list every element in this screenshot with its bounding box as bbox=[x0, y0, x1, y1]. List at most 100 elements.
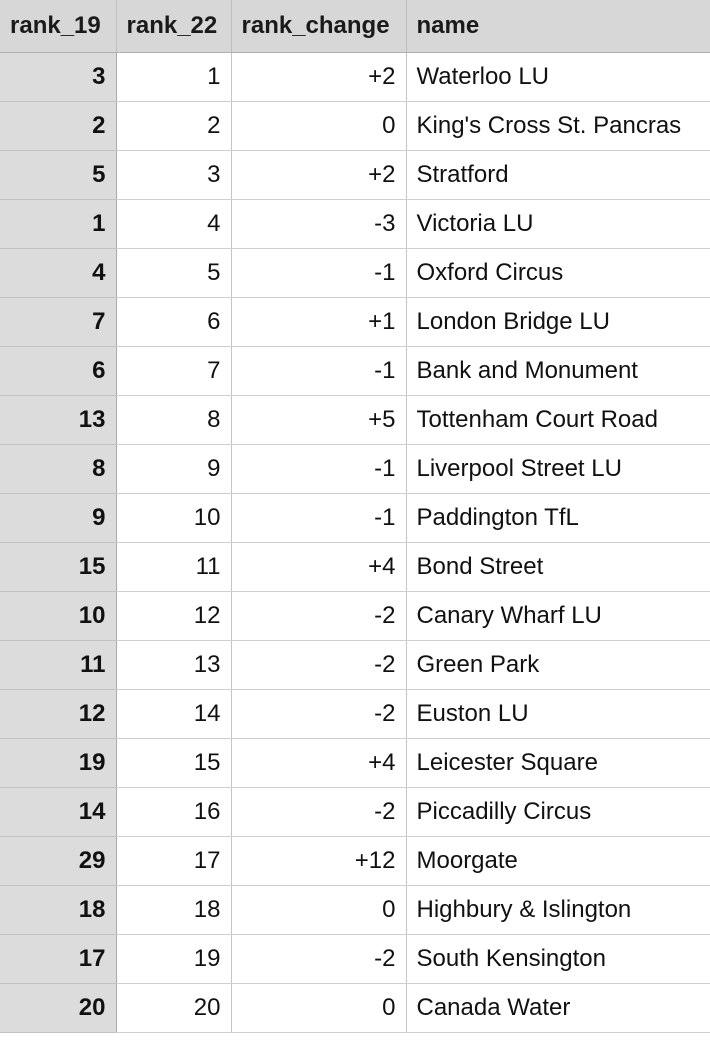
cell-rank-19[interactable]: 3 bbox=[0, 52, 117, 102]
cell-rank-19[interactable]: 15 bbox=[0, 542, 117, 592]
cell-rank-22[interactable]: 5 bbox=[116, 248, 232, 298]
table-row: 15 11 +4 Bond Street bbox=[0, 542, 710, 592]
cell-name[interactable]: Highbury & Islington bbox=[406, 885, 710, 935]
table-row: 8 9 -1 Liverpool Street LU bbox=[0, 444, 710, 494]
cell-name[interactable]: Stratford bbox=[406, 150, 710, 200]
cell-rank-19[interactable]: 4 bbox=[0, 248, 117, 298]
cell-rank-change[interactable]: -2 bbox=[231, 787, 407, 837]
cell-rank-19[interactable]: 6 bbox=[0, 346, 117, 396]
cell-name[interactable]: Waterloo LU bbox=[406, 52, 710, 102]
table-row: 7 6 +1 London Bridge LU bbox=[0, 297, 710, 347]
cell-rank-change[interactable]: 0 bbox=[231, 101, 407, 151]
cell-rank-22[interactable]: 13 bbox=[116, 640, 232, 690]
cell-rank-19[interactable]: 29 bbox=[0, 836, 117, 886]
table-row: 18 18 0 Highbury & Islington bbox=[0, 885, 710, 935]
cell-rank-19[interactable]: 20 bbox=[0, 983, 117, 1033]
cell-rank-change[interactable]: -2 bbox=[231, 689, 407, 739]
table-row: 11 13 -2 Green Park bbox=[0, 640, 710, 690]
cell-rank-22[interactable]: 2 bbox=[116, 101, 232, 151]
table-row: 13 8 +5 Tottenham Court Road bbox=[0, 395, 710, 445]
cell-rank-22[interactable]: 15 bbox=[116, 738, 232, 788]
cell-rank-22[interactable]: 12 bbox=[116, 591, 232, 641]
cell-name[interactable]: Bond Street bbox=[406, 542, 710, 592]
cell-name[interactable]: Leicester Square bbox=[406, 738, 710, 788]
cell-rank-19[interactable]: 5 bbox=[0, 150, 117, 200]
table-row: 17 19 -2 South Kensington bbox=[0, 934, 710, 984]
cell-name[interactable]: London Bridge LU bbox=[406, 297, 710, 347]
cell-rank-19[interactable]: 12 bbox=[0, 689, 117, 739]
cell-rank-19[interactable]: 17 bbox=[0, 934, 117, 984]
cell-rank-22[interactable]: 20 bbox=[116, 983, 232, 1033]
cell-rank-19[interactable]: 10 bbox=[0, 591, 117, 641]
cell-rank-19[interactable]: 8 bbox=[0, 444, 117, 494]
table-row: 4 5 -1 Oxford Circus bbox=[0, 248, 710, 298]
cell-rank-22[interactable]: 9 bbox=[116, 444, 232, 494]
column-header-rank-22[interactable]: rank_22 bbox=[116, 0, 232, 53]
cell-rank-22[interactable]: 14 bbox=[116, 689, 232, 739]
cell-name[interactable]: Paddington TfL bbox=[406, 493, 710, 543]
table-row: 14 16 -2 Piccadilly Circus bbox=[0, 787, 710, 837]
table-header: rank_19 rank_22 rank_change name bbox=[0, 0, 710, 53]
cell-rank-change[interactable]: -2 bbox=[231, 934, 407, 984]
cell-rank-22[interactable]: 16 bbox=[116, 787, 232, 837]
cell-rank-22[interactable]: 10 bbox=[116, 493, 232, 543]
cell-rank-19[interactable]: 13 bbox=[0, 395, 117, 445]
cell-rank-22[interactable]: 19 bbox=[116, 934, 232, 984]
cell-rank-change[interactable]: 0 bbox=[231, 885, 407, 935]
column-header-name[interactable]: name bbox=[406, 0, 710, 53]
cell-name[interactable]: Green Park bbox=[406, 640, 710, 690]
cell-name[interactable]: Canary Wharf LU bbox=[406, 591, 710, 641]
cell-rank-19[interactable]: 14 bbox=[0, 787, 117, 837]
cell-rank-change[interactable]: +4 bbox=[231, 542, 407, 592]
cell-rank-change[interactable]: -2 bbox=[231, 591, 407, 641]
cell-rank-22[interactable]: 3 bbox=[116, 150, 232, 200]
cell-name[interactable]: King's Cross St. Pancras bbox=[406, 101, 710, 151]
cell-name[interactable]: Piccadilly Circus bbox=[406, 787, 710, 837]
cell-rank-22[interactable]: 7 bbox=[116, 346, 232, 396]
cell-rank-19[interactable]: 7 bbox=[0, 297, 117, 347]
table-body: 3 1 +2 Waterloo LU 2 2 0 King's Cross St. Pancr… bbox=[0, 52, 710, 1033]
cell-rank-change[interactable]: -2 bbox=[231, 640, 407, 690]
table-row: 29 17 +12 Moorgate bbox=[0, 836, 710, 886]
cell-rank-change[interactable]: +4 bbox=[231, 738, 407, 788]
cell-rank-19[interactable]: 1 bbox=[0, 199, 117, 249]
cell-rank-19[interactable]: 2 bbox=[0, 101, 117, 151]
column-header-rank-19[interactable]: rank_19 bbox=[0, 0, 117, 53]
cell-rank-change[interactable]: -1 bbox=[231, 444, 407, 494]
table-row: 1 4 -3 Victoria LU bbox=[0, 199, 710, 249]
cell-rank-change[interactable]: +1 bbox=[231, 297, 407, 347]
cell-rank-change[interactable]: -1 bbox=[231, 346, 407, 396]
cell-rank-change[interactable]: -1 bbox=[231, 248, 407, 298]
cell-rank-22[interactable]: 6 bbox=[116, 297, 232, 347]
cell-rank-22[interactable]: 8 bbox=[116, 395, 232, 445]
cell-rank-change[interactable]: +2 bbox=[231, 150, 407, 200]
table-row: 12 14 -2 Euston LU bbox=[0, 689, 710, 739]
cell-name[interactable]: Victoria LU bbox=[406, 199, 710, 249]
cell-name[interactable]: Liverpool Street LU bbox=[406, 444, 710, 494]
cell-rank-change[interactable]: +12 bbox=[231, 836, 407, 886]
cell-name[interactable]: Moorgate bbox=[406, 836, 710, 886]
cell-rank-19[interactable]: 11 bbox=[0, 640, 117, 690]
cell-name[interactable]: Canada Water bbox=[406, 983, 710, 1033]
cell-rank-19[interactable]: 19 bbox=[0, 738, 117, 788]
cell-rank-22[interactable]: 1 bbox=[116, 52, 232, 102]
cell-rank-change[interactable]: +2 bbox=[231, 52, 407, 102]
cell-rank-19[interactable]: 9 bbox=[0, 493, 117, 543]
cell-rank-19[interactable]: 18 bbox=[0, 885, 117, 935]
cell-name[interactable]: Euston LU bbox=[406, 689, 710, 739]
cell-name[interactable]: Oxford Circus bbox=[406, 248, 710, 298]
cell-rank-22[interactable]: 18 bbox=[116, 885, 232, 935]
cell-rank-change[interactable]: -1 bbox=[231, 493, 407, 543]
column-header-rank-change[interactable]: rank_change bbox=[231, 0, 407, 53]
cell-rank-change[interactable]: 0 bbox=[231, 983, 407, 1033]
cell-name[interactable]: South Kensington bbox=[406, 934, 710, 984]
cell-name[interactable]: Bank and Monument bbox=[406, 346, 710, 396]
cell-rank-change[interactable]: -3 bbox=[231, 199, 407, 249]
cell-rank-22[interactable]: 11 bbox=[116, 542, 232, 592]
cell-name[interactable]: Tottenham Court Road bbox=[406, 395, 710, 445]
cell-rank-22[interactable]: 4 bbox=[116, 199, 232, 249]
table-row: 10 12 -2 Canary Wharf LU bbox=[0, 591, 710, 641]
cell-rank-22[interactable]: 17 bbox=[116, 836, 232, 886]
cell-rank-change[interactable]: +5 bbox=[231, 395, 407, 445]
